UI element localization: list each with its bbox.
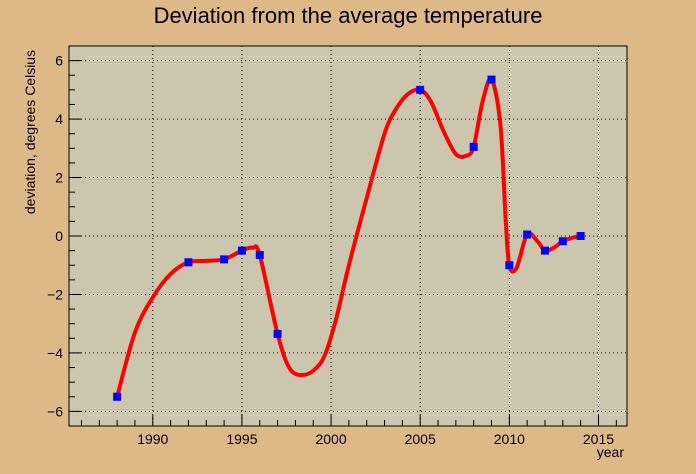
data-point: [255, 251, 264, 259]
data-point: [469, 142, 478, 151]
y-tick-label: −4: [47, 345, 63, 361]
x-tick-label: 1990: [137, 431, 168, 447]
data-point: [505, 261, 514, 270]
data-point: [113, 392, 122, 401]
x-tick-label: 2010: [494, 431, 525, 447]
y-tick-label: 0: [55, 228, 63, 244]
data-point: [273, 329, 282, 338]
x-tick-label: 1995: [226, 431, 257, 447]
y-tick-label: 6: [55, 53, 63, 69]
data-point: [416, 85, 425, 94]
data-point: [558, 237, 567, 246]
data-point: [487, 75, 496, 84]
axes: 1990 1995 2000 2005 2010 2015 −6 −4 −2 0 2 4 6: [47, 45, 617, 447]
data-point: [184, 258, 193, 267]
data-point: [237, 246, 246, 255]
points-layer: [113, 75, 585, 401]
x-tick-label: 2000: [315, 431, 346, 447]
data-point: [220, 255, 229, 264]
data-point: [540, 246, 549, 255]
x-tick-label: 2005: [405, 431, 436, 447]
x-tick-label: 2015: [583, 431, 614, 447]
y-tick-label: 2: [55, 170, 63, 186]
y-tick-label: −2: [47, 286, 63, 302]
data-point: [576, 232, 585, 240]
y-axis-title: deviation, degrees Celsius: [22, 50, 38, 214]
y-tick-label: 4: [55, 111, 63, 127]
x-axis-title: year: [597, 444, 625, 460]
curve-layer: [115, 76, 583, 399]
series-line: [115, 76, 583, 399]
y-tick-label: −6: [47, 403, 63, 419]
chart-title: Deviation from the average temperature: [154, 3, 543, 28]
data-point: [523, 230, 532, 239]
